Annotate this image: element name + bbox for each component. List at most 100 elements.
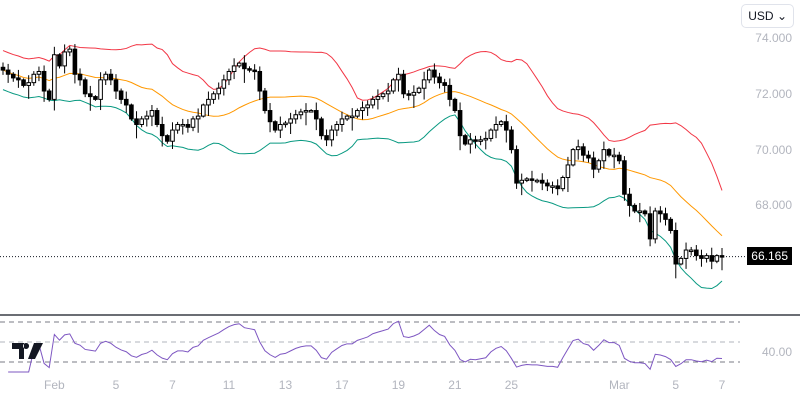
candle-down (262, 90, 268, 112)
rsi-line (8, 320, 723, 373)
candle-down (57, 54, 62, 67)
candle-down (632, 204, 637, 212)
candle-down (154, 110, 160, 125)
candle-up (652, 210, 658, 240)
candle-down (616, 154, 622, 162)
x-axis-label: 7 (169, 378, 176, 392)
candle-down (129, 104, 134, 120)
x-axis-label: 13 (278, 378, 293, 392)
candle-down (606, 149, 612, 156)
y-axis-label: 74.000 (755, 31, 792, 45)
y-axis-label: 72.000 (755, 86, 792, 101)
candle-up (26, 82, 31, 86)
candle-down (509, 129, 514, 151)
candle-down (694, 249, 699, 257)
candle-up (334, 123, 340, 131)
candle-down (622, 160, 627, 195)
candle-down (252, 69, 257, 73)
candle-down (134, 118, 139, 125)
x-axis-label: 5 (112, 378, 120, 392)
candle-up (103, 73, 109, 81)
candle-up (149, 110, 155, 117)
candle-down (673, 230, 679, 265)
candle-up (278, 123, 283, 131)
candle-down (16, 77, 21, 81)
bollinger-middle-line (2, 69, 723, 237)
candle-up (175, 123, 180, 131)
candle-down (324, 135, 329, 141)
candle-up (355, 110, 360, 117)
candle-down (586, 154, 591, 159)
bollinger-upper-line (2, 43, 723, 191)
candle-down (709, 255, 715, 262)
candle-up (308, 110, 314, 113)
candle-up (195, 115, 201, 120)
candle-up (36, 70, 42, 75)
candle-down (591, 157, 596, 170)
candle-up (370, 98, 376, 106)
candle-down (642, 210, 648, 215)
candle-up (221, 79, 227, 89)
candle-up (211, 93, 216, 100)
candle-up (683, 249, 689, 259)
candle-down (77, 73, 83, 81)
candle-up (426, 69, 432, 81)
tradingview-logo-icon (12, 343, 43, 359)
candle-up (421, 79, 427, 89)
candle-up (560, 177, 566, 190)
candle-up (488, 129, 494, 139)
candle-up (365, 104, 370, 109)
currency-label: USD (748, 9, 774, 23)
bollinger-lower-line (2, 89, 723, 290)
candle-up (385, 90, 391, 95)
candle-up (360, 107, 365, 112)
candle-up (714, 255, 720, 262)
candle-down (555, 185, 560, 190)
candle-up (534, 179, 540, 183)
candle-up (349, 115, 355, 119)
candle-down (313, 110, 319, 120)
candle-down (719, 255, 725, 258)
candle-up (200, 104, 206, 117)
candle-down (663, 213, 668, 220)
candle-up (62, 51, 67, 67)
candle-up (375, 96, 381, 100)
candle-down (437, 76, 442, 84)
candle-down (165, 135, 170, 142)
candle-down (647, 213, 653, 240)
candle-up (483, 137, 489, 141)
candle-down (267, 110, 273, 123)
candle-up (565, 164, 571, 179)
candle-down (88, 93, 93, 98)
candle-down (401, 73, 406, 95)
candle-down (21, 79, 26, 86)
candle-up (524, 178, 530, 181)
candle-up (519, 179, 525, 184)
candle-down (545, 182, 550, 187)
candle-down (113, 79, 119, 92)
candle-down (46, 90, 52, 100)
candle-down (581, 146, 586, 156)
candle-up (380, 93, 386, 98)
candle-up (139, 118, 144, 125)
currency-select[interactable]: USD ⌄ (741, 4, 794, 28)
candle-up (391, 79, 396, 92)
candle-down (452, 98, 458, 112)
candle-down (319, 118, 324, 137)
chevron-down-icon: ⌄ (776, 9, 787, 23)
candle-up (236, 62, 242, 67)
candle-up (293, 114, 299, 120)
candle-up (190, 118, 196, 128)
candle-up (478, 139, 483, 142)
candle-up (596, 160, 602, 170)
candle-up (493, 123, 499, 131)
candle-down (473, 139, 478, 142)
candle-up (416, 87, 422, 93)
x-axis-label: Mar (608, 378, 630, 392)
candle-up (611, 154, 617, 158)
candle-up (688, 249, 694, 253)
candle-up (144, 115, 150, 120)
candle-down (658, 210, 663, 215)
